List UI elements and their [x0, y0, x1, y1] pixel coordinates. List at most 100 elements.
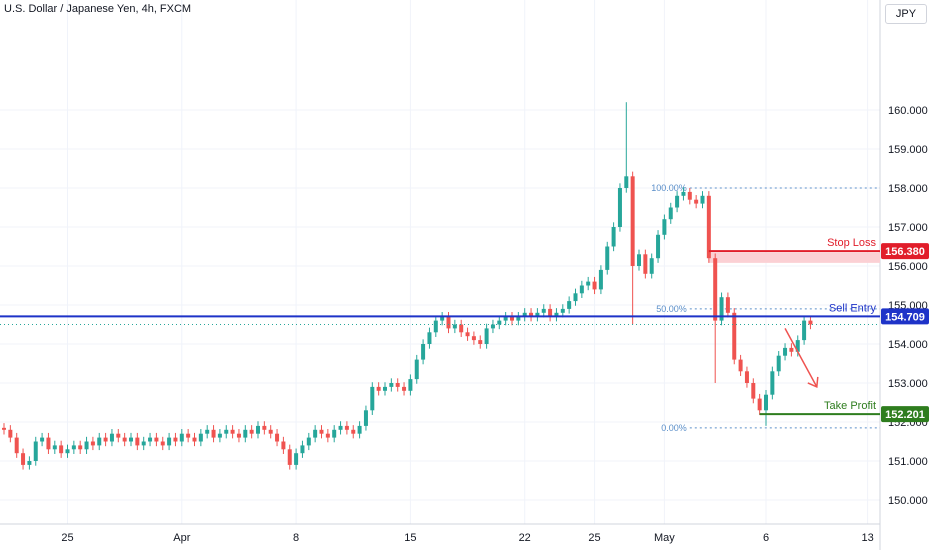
candle-body: [452, 324, 457, 329]
candle-body: [357, 425, 362, 434]
candle-body: [675, 195, 680, 208]
candle-body: [789, 347, 794, 352]
candle-body: [573, 293, 578, 302]
stop-loss-zone: [708, 252, 880, 263]
candle-body: [617, 188, 622, 227]
candle-body: [179, 433, 184, 442]
candle-body: [313, 429, 318, 438]
candle-body: [135, 437, 140, 446]
candle-body: [478, 340, 483, 344]
candle-body: [484, 328, 489, 344]
candle-body: [141, 441, 146, 446]
candle-body: [738, 359, 743, 372]
time-tick-label: 25: [588, 532, 600, 544]
candle-body: [802, 320, 807, 341]
candle-body: [706, 195, 711, 259]
candle-body: [109, 433, 114, 442]
currency-button[interactable]: JPY: [885, 4, 927, 24]
candle-body: [770, 371, 775, 395]
candle-body: [389, 383, 394, 387]
candle-body: [21, 453, 26, 465]
candle-body: [65, 449, 70, 454]
candle-body: [744, 371, 749, 383]
candle-body: [414, 359, 419, 380]
candle-body: [205, 429, 210, 434]
candle-body: [14, 437, 19, 454]
candle-body: [548, 308, 553, 317]
price-tick-label: 160.000: [888, 105, 928, 117]
candle-body: [446, 316, 451, 329]
candle-body: [459, 324, 464, 333]
candle-body: [338, 425, 343, 430]
candle-body: [59, 445, 64, 454]
price-tick-label: 156.000: [888, 261, 928, 273]
candle-body: [154, 437, 159, 442]
candle-body: [764, 394, 768, 411]
price-tick-label: 150.000: [888, 495, 928, 507]
candle-body: [211, 429, 216, 438]
candle-body: [122, 437, 127, 442]
level-price-label: 156.380: [885, 246, 925, 258]
candle-body: [592, 281, 597, 290]
candle-body: [90, 441, 95, 446]
candle-body: [440, 316, 445, 321]
candle-body: [598, 269, 603, 290]
candle-body: [217, 433, 222, 438]
candle-body: [173, 437, 178, 442]
time-tick-label: 22: [519, 532, 531, 544]
forecast-arrow-head: [807, 376, 819, 389]
price-tick-label: 151.000: [888, 456, 928, 468]
candle-body: [427, 332, 432, 344]
candle-body: [795, 340, 800, 352]
candle-body: [808, 320, 813, 325]
candle-body: [363, 410, 368, 426]
candle-body: [186, 433, 191, 438]
candle-body: [116, 433, 121, 438]
candle-body: [40, 437, 45, 442]
candle-body: [103, 437, 108, 442]
candle-body: [662, 219, 667, 235]
level-name: Take Profit: [824, 400, 876, 412]
candle-body: [243, 429, 248, 438]
candle-body: [2, 427, 6, 430]
candle-body: [275, 433, 280, 442]
candle-body: [408, 379, 413, 391]
candle-body: [325, 433, 330, 438]
candle-body: [230, 429, 235, 434]
time-tick-label: 8: [293, 532, 299, 544]
candle-body: [535, 312, 540, 317]
candle-body: [84, 441, 89, 450]
time-tick-label: Apr: [173, 532, 190, 544]
candle-body: [344, 425, 349, 430]
candle-body: [586, 281, 591, 286]
candle-body: [33, 441, 38, 461]
candle-body: [497, 320, 502, 325]
candle-body: [713, 258, 718, 321]
candle-body: [433, 320, 438, 333]
candle-body: [306, 437, 311, 446]
candle-body: [643, 254, 648, 274]
candle-body: [421, 344, 426, 360]
candle-body: [687, 191, 692, 200]
candle-body: [148, 437, 153, 442]
candle-body: [637, 254, 641, 266]
level-name: Sell Entry: [829, 302, 877, 314]
candle-body: [46, 437, 51, 450]
candle-body: [52, 445, 57, 450]
candle-body: [776, 355, 781, 372]
candle-body: [224, 429, 229, 434]
candle-body: [783, 347, 788, 356]
level-name: Stop Loss: [827, 237, 876, 249]
candle-body: [567, 301, 572, 309]
candle-body: [656, 234, 661, 259]
candle-body: [516, 316, 521, 321]
candle-body: [319, 429, 324, 434]
candle-body: [395, 383, 400, 387]
candle-body: [503, 316, 508, 321]
candle-body: [725, 297, 730, 313]
time-tick-label: 6: [763, 532, 769, 544]
chart-title: U.S. Dollar / Japanese Yen, 4h, FXCM: [4, 3, 192, 15]
candle-body: [300, 445, 305, 454]
